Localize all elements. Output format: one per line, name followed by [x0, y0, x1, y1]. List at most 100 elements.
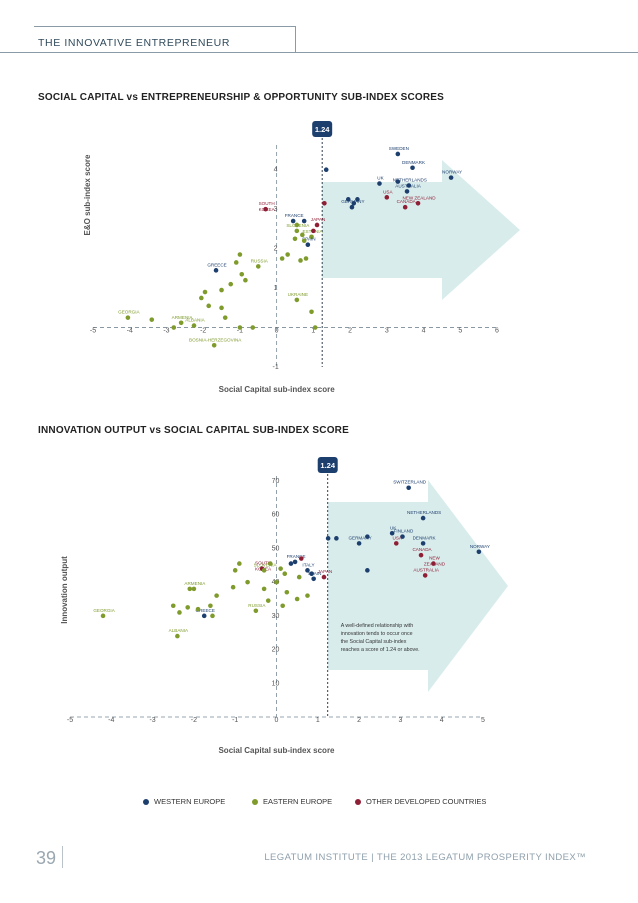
chart-2-point — [334, 536, 339, 541]
chart-2-x-tick-label: -3 — [149, 717, 155, 724]
chart-1-point — [149, 317, 155, 322]
chart-1-x-tick-label: -5 — [90, 327, 96, 334]
chart-1-point — [279, 256, 285, 261]
chart-1-point — [314, 222, 320, 228]
chart-1-point — [250, 325, 256, 330]
chart-1-point — [294, 222, 300, 228]
chart-2-point — [175, 633, 180, 639]
chart-1-point-label: NEW ZEALAND — [402, 195, 436, 200]
chart-1-y-tick-label: 4 — [274, 167, 278, 174]
chart-1-point — [228, 281, 234, 287]
chart-2-point — [278, 566, 283, 571]
chart-2-point — [420, 515, 426, 521]
chart-2-point — [201, 613, 207, 619]
chart-2-point — [321, 574, 327, 580]
chart-1-point — [298, 258, 303, 263]
legend-item-other: OTHER DEVELOPED COUNTRIES — [355, 797, 486, 806]
chart-1-point — [292, 236, 298, 242]
chart-2-point-label: ITALY — [302, 562, 314, 567]
chart-2-y-axis-title: Innovation output — [60, 556, 69, 624]
chart-2-point — [261, 568, 267, 573]
legend-label-western: WESTERN EUROPE — [154, 797, 226, 806]
chart-1-point — [395, 151, 401, 157]
chart-2-x-tick-label: -2 — [191, 717, 197, 724]
chart-1-point — [290, 218, 296, 224]
chart-2-point-label: CANADA — [412, 547, 432, 552]
chart-2-point-label: ARMENIA — [184, 581, 206, 586]
chart-2-point-label: JAPAN — [318, 569, 332, 574]
chart-1-point — [202, 289, 208, 295]
chart-2-point — [406, 485, 411, 491]
chart-1-x-axis-title: Social Capital sub-index score — [219, 385, 336, 394]
chart-2-y-tick-label: 10 — [272, 680, 280, 687]
chart-2-point-label: DENMARK — [413, 535, 437, 540]
chart-2-annotation-line: the Social Capital sub-index — [341, 639, 407, 645]
chart-2-point-label: SPAIN — [308, 571, 321, 576]
chart-2-x-tick-label: -1 — [232, 717, 238, 724]
chart-2-point — [282, 571, 288, 577]
chart-2-point-label: GERMANY — [348, 535, 371, 540]
legend-dot-other — [355, 798, 361, 805]
header-rule — [0, 52, 638, 53]
chart-1-point — [213, 268, 219, 273]
legend-dot-eastern — [252, 798, 258, 805]
chart-2-point — [422, 573, 428, 578]
chart-1-x-tick-label: -1 — [237, 327, 243, 334]
chart-1-point — [406, 183, 412, 188]
chart-2-point-label: GREECE — [196, 608, 215, 613]
chart-2-point — [325, 536, 331, 541]
chart-2-point-label: UK — [390, 525, 397, 530]
chart-2-point — [261, 586, 267, 592]
chart-2-x-tick-label: 1 — [316, 717, 320, 724]
chart-2-title: INNOVATION OUTPUT vs SOCIAL CAPITAL SUB-… — [38, 425, 349, 436]
chart-2-point — [170, 603, 176, 609]
chart-2-point — [284, 589, 290, 595]
chart-1-y-tick-label: 3 — [274, 206, 278, 213]
chart-2-point — [280, 603, 285, 609]
chart-2-x-tick-label: 4 — [440, 717, 444, 724]
chart-2-point — [292, 559, 298, 565]
chart-2-point — [393, 541, 399, 546]
chart-2-point — [265, 598, 271, 603]
chart-2-x-tick-label: 2 — [357, 717, 361, 724]
chart-2-y-tick-label: 60 — [272, 512, 280, 519]
chart-2-annotation-line: innovation tends to occur once — [341, 631, 413, 637]
chart-2-point — [185, 605, 191, 610]
chart-2-y-tick-label: 50 — [272, 545, 280, 552]
chart-1-point-label: DENMARK — [402, 160, 426, 165]
chart-1-threshold-badge — [312, 121, 333, 137]
chart-1-y-axis-title: E&O sub-index score — [83, 154, 92, 235]
chart-1-point — [301, 238, 307, 244]
chart-1-point — [305, 242, 311, 247]
chart-2-y-tick-label: 20 — [272, 647, 280, 654]
chart-2-point — [232, 568, 238, 573]
chart-1-point-label: NETHERLANDS — [393, 178, 427, 183]
chart-1-x-tick-label: -2 — [200, 327, 206, 334]
chart-1-point-label: JAPAN — [311, 217, 325, 222]
chart-1-point — [255, 264, 261, 269]
page-number: 39 — [36, 848, 57, 868]
chart-1-x-tick-label: 2 — [348, 327, 352, 334]
chart-2-point — [253, 608, 259, 614]
chart-2-point-label: FINLAND — [394, 529, 414, 534]
chart-1-point — [222, 315, 228, 320]
legend-item-western: WESTERN EUROPE — [143, 797, 225, 806]
chart-2-point-label: SOUTH — [255, 561, 271, 566]
chart-2-point-label: AUSTRALIA — [413, 567, 439, 572]
chart-1-point-label: GEORGIA — [118, 310, 140, 315]
chart-1-point-label: AUSTRALIA — [395, 183, 421, 188]
chart-1-y-tick-label: -1 — [273, 364, 279, 371]
legend-label-other: OTHER DEVELOPED COUNTRIES — [366, 797, 487, 806]
chart-2-point — [214, 593, 219, 598]
chart-1-point-label: FRANCE — [285, 213, 304, 218]
chart-1-point — [395, 179, 401, 184]
chart-2-point — [305, 593, 310, 598]
chart-1-point-label: SOUTH — [259, 201, 275, 206]
chart-1-point — [377, 181, 382, 186]
chart-2-point — [191, 586, 197, 592]
chart-2-point-label: NETHERLANDS — [407, 510, 441, 515]
header-tab — [34, 26, 296, 52]
chart-1-point — [384, 195, 390, 200]
chart-1-point — [125, 315, 131, 320]
